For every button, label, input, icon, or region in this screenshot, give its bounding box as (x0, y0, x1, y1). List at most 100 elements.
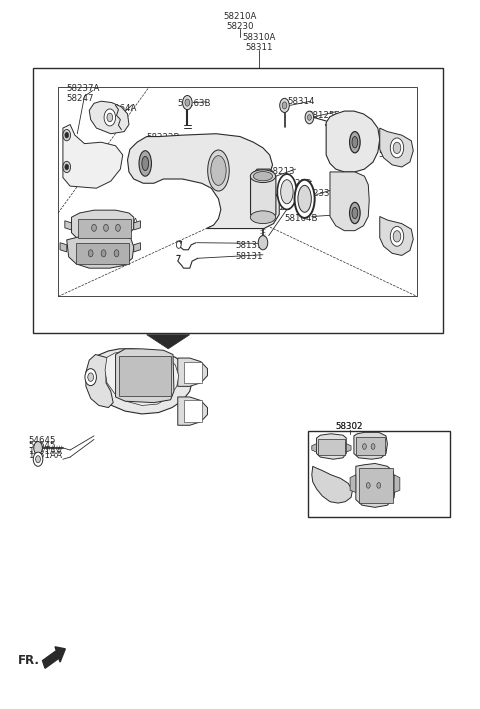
Circle shape (63, 130, 71, 141)
Polygon shape (65, 220, 72, 230)
Text: 58310A: 58310A (242, 33, 276, 42)
Ellipse shape (349, 132, 360, 153)
Circle shape (371, 444, 375, 450)
Text: 58164B: 58164B (284, 214, 318, 223)
Ellipse shape (211, 156, 226, 185)
Polygon shape (63, 125, 123, 188)
Text: 58237A: 58237A (67, 84, 100, 93)
Circle shape (114, 250, 119, 257)
Circle shape (92, 224, 96, 231)
Polygon shape (394, 475, 400, 493)
Text: 58222: 58222 (355, 140, 383, 150)
Ellipse shape (352, 137, 358, 148)
Polygon shape (318, 440, 345, 455)
Text: 58131: 58131 (235, 252, 263, 262)
Polygon shape (116, 349, 174, 403)
Text: 58125F: 58125F (307, 111, 339, 120)
Ellipse shape (208, 150, 229, 191)
Ellipse shape (295, 179, 315, 218)
Text: 1351AA: 1351AA (28, 447, 62, 456)
Text: 58236A: 58236A (73, 159, 107, 168)
Circle shape (88, 373, 94, 381)
Polygon shape (128, 134, 279, 228)
Polygon shape (94, 349, 192, 414)
Circle shape (393, 230, 401, 242)
Polygon shape (72, 210, 134, 241)
Text: 58244A: 58244A (105, 218, 138, 228)
Text: 58164B: 58164B (379, 150, 412, 160)
Polygon shape (89, 101, 129, 134)
Polygon shape (120, 356, 170, 396)
Text: 58221: 58221 (263, 203, 290, 212)
Circle shape (362, 444, 366, 450)
Text: 58163B: 58163B (178, 99, 211, 108)
Text: 58302: 58302 (336, 422, 363, 431)
Ellipse shape (352, 207, 358, 218)
Polygon shape (326, 111, 380, 172)
Text: 58232: 58232 (284, 179, 312, 188)
Ellipse shape (253, 172, 273, 181)
Circle shape (101, 250, 106, 257)
Bar (308, 431, 450, 518)
Polygon shape (354, 432, 387, 459)
FancyArrow shape (43, 647, 65, 669)
Polygon shape (317, 434, 346, 459)
Circle shape (85, 369, 96, 386)
Polygon shape (359, 468, 393, 503)
Circle shape (282, 102, 287, 109)
Circle shape (65, 133, 69, 138)
Circle shape (390, 138, 404, 158)
Circle shape (104, 224, 108, 231)
Circle shape (107, 113, 113, 122)
Polygon shape (380, 216, 413, 255)
Circle shape (185, 99, 190, 106)
Polygon shape (105, 351, 179, 406)
Text: 58311: 58311 (245, 43, 273, 52)
Text: 58125: 58125 (327, 123, 355, 133)
Polygon shape (356, 437, 385, 455)
Text: 58264A: 58264A (104, 104, 137, 113)
Polygon shape (178, 397, 207, 425)
Circle shape (366, 483, 370, 489)
Ellipse shape (250, 211, 276, 223)
Ellipse shape (298, 185, 312, 212)
Circle shape (104, 109, 116, 126)
Text: 58230: 58230 (226, 22, 254, 30)
Ellipse shape (281, 179, 293, 203)
Polygon shape (67, 235, 134, 268)
Bar (33, 68, 443, 333)
Text: 58210A: 58210A (223, 12, 257, 21)
Ellipse shape (250, 170, 276, 182)
Circle shape (116, 224, 120, 231)
Circle shape (393, 143, 401, 154)
Text: FR.: FR. (17, 654, 39, 666)
Polygon shape (346, 444, 351, 452)
Text: 58213: 58213 (268, 167, 295, 177)
Polygon shape (251, 169, 276, 221)
Text: 58233: 58233 (302, 189, 330, 198)
Polygon shape (60, 242, 67, 252)
Circle shape (63, 162, 71, 173)
Bar (58, 87, 417, 296)
Circle shape (34, 442, 42, 454)
Polygon shape (356, 464, 396, 508)
Ellipse shape (142, 157, 149, 171)
Text: 58235: 58235 (73, 149, 101, 158)
Polygon shape (183, 401, 202, 422)
Ellipse shape (277, 174, 297, 209)
Circle shape (258, 235, 268, 250)
Polygon shape (76, 242, 129, 264)
Polygon shape (312, 467, 352, 503)
Polygon shape (312, 444, 317, 452)
Polygon shape (86, 354, 113, 408)
Text: 58244A: 58244A (100, 245, 133, 255)
Polygon shape (330, 172, 369, 230)
Text: 54645: 54645 (28, 440, 56, 450)
Circle shape (36, 456, 40, 463)
Circle shape (88, 250, 93, 257)
Text: 54645: 54645 (28, 436, 56, 445)
Circle shape (390, 226, 404, 246)
Text: 58131: 58131 (235, 241, 263, 250)
Circle shape (33, 452, 43, 467)
Polygon shape (134, 242, 141, 252)
